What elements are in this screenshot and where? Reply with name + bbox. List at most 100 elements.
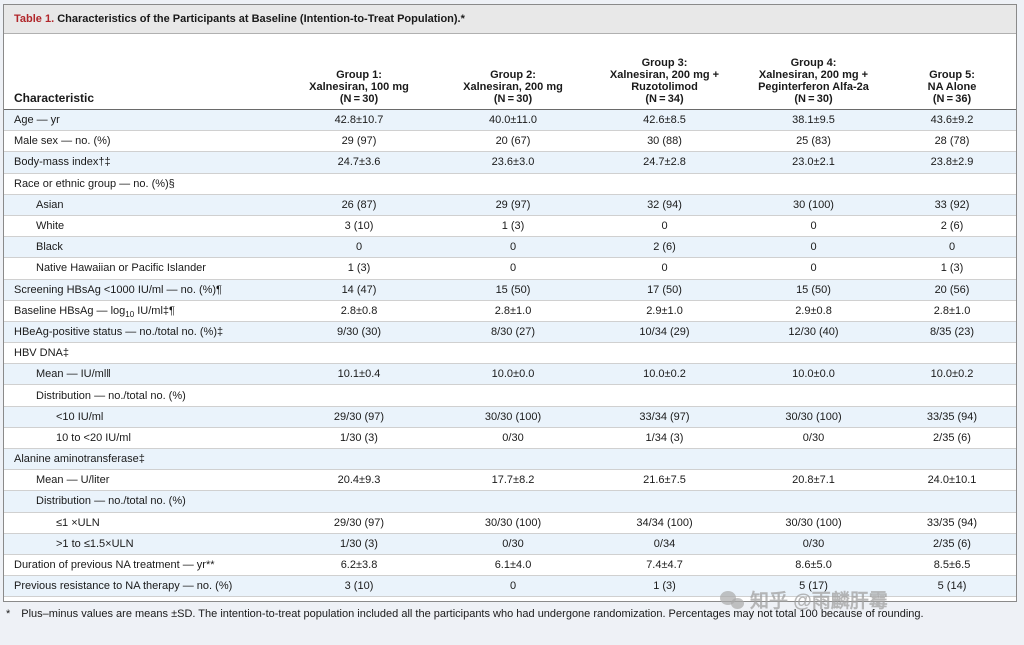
- cell-group-3: [590, 384, 739, 407]
- cell-group-2: 23.6±3.0: [436, 151, 590, 174]
- cell-group-5: 43.6±9.2: [888, 109, 1016, 132]
- cell-group-2: 0: [436, 575, 590, 598]
- group-header-n: (N = 30): [339, 93, 379, 105]
- cell-group-3: [590, 173, 739, 195]
- cell-group-3: 2 (6): [590, 236, 739, 259]
- group-header-n: (N = 34): [645, 93, 684, 105]
- row-label: Native Hawaiian or Pacific Islander: [4, 257, 282, 280]
- cell-group-5: 33/35 (94): [888, 512, 1016, 534]
- table-row: Baseline HBsAg — log10 IU/ml‡¶ 2.8±0.8 2.8…: [4, 300, 1016, 322]
- baseline-table: Table 1. Characteristics of the Particip…: [3, 4, 1017, 602]
- cell-group-3: 42.6±8.5: [590, 109, 739, 132]
- row-label-text: Age — yr: [14, 114, 60, 127]
- group-header-line: Group 4:: [790, 57, 837, 69]
- cell-group-4: 0/30: [739, 427, 888, 450]
- cell-group-2: [436, 490, 590, 513]
- cell-group-4: 2.9±0.8: [739, 300, 888, 322]
- cell-group-1: 3 (10): [282, 215, 436, 238]
- cell-group-5: 0: [888, 236, 1016, 259]
- cell-group-3: 7.4±4.7: [590, 554, 739, 577]
- cell-group-1: 1/30 (3): [282, 533, 436, 555]
- cell-group-1: [282, 384, 436, 407]
- cell-group-5: 5 (14): [888, 575, 1016, 598]
- cell-group-2: 17.7±8.2: [436, 469, 590, 492]
- cell-group-4: 12/30 (40): [739, 321, 888, 344]
- row-label-text: <10 IU/ml: [56, 410, 104, 423]
- cell-group-2: 15 (50): [436, 279, 590, 301]
- cell-group-2: 40.0±11.0: [436, 109, 590, 132]
- cell-group-3: 33/34 (97): [590, 406, 739, 428]
- cell-group-4: 30/30 (100): [739, 512, 888, 534]
- row-label: Black: [4, 236, 282, 259]
- cell-group-2: 0: [436, 236, 590, 259]
- row-label-text: Body-mass index†‡: [14, 156, 111, 169]
- row-label: 10 to <20 IU/ml: [4, 427, 282, 450]
- cell-group-1: 29/30 (97): [282, 512, 436, 534]
- cell-group-5: 2/35 (6): [888, 427, 1016, 450]
- row-label-text: Black: [36, 241, 63, 254]
- cell-group-3: 1/34 (3): [590, 427, 739, 450]
- row-label: Previous resistance to NA therapy — no. …: [4, 575, 282, 598]
- cell-group-2: [436, 384, 590, 407]
- row-label: White: [4, 215, 282, 238]
- row-label-text: >1 to ≤1.5×ULN: [56, 537, 134, 550]
- cell-group-4: 4.8 (3.1–7.2): [739, 596, 888, 601]
- row-label-text: Race or ethnic group — no. (%)§: [14, 177, 175, 190]
- cell-group-1: 1/30 (3): [282, 427, 436, 450]
- cell-group-4: 5 (17): [739, 575, 888, 598]
- cell-group-3: [590, 448, 739, 471]
- table-caption: Table 1. Characteristics of the Particip…: [4, 5, 1016, 34]
- cell-group-3: 0: [590, 257, 739, 280]
- row-label: >1 to ≤1.5×ULN: [4, 533, 282, 555]
- row-label-text: Alanine aminotransferase‡: [14, 453, 145, 466]
- row-label: Screening HBsAg <1000 IU/ml — no. (%)¶: [4, 279, 282, 301]
- cell-group-3: 0: [590, 215, 739, 238]
- group-header-n: (N = 30): [794, 93, 833, 105]
- row-label-text: Mean — U/liter: [36, 474, 110, 487]
- row-label-text: Median transient elastography (range) — …: [14, 601, 248, 602]
- cell-group-5: 33/35 (94): [888, 406, 1016, 428]
- cell-group-2: 30/30 (100): [436, 406, 590, 428]
- cell-group-4: 15 (50): [739, 279, 888, 301]
- cell-group-4: 20.8±7.1: [739, 469, 888, 492]
- row-label: HBV DNA‡: [4, 342, 282, 365]
- table-row: Distribution — no./total no. (%): [4, 384, 1016, 407]
- row-label-text: Mean — IU/ml‖: [36, 368, 111, 381]
- row-label: Alanine aminotransferase‡: [4, 448, 282, 471]
- cell-group-5: 23.8±2.9: [888, 151, 1016, 174]
- cell-group-1: 5.2 (3.3–7.0): [282, 596, 436, 601]
- cell-group-4: [739, 490, 888, 513]
- cell-group-4: 0: [739, 236, 888, 259]
- cell-group-1: 1 (3): [282, 257, 436, 280]
- table-title: Characteristics of the Participants at B…: [57, 13, 465, 25]
- group-header-line: Xalnesiran, 200 mg +: [758, 69, 869, 81]
- group-5-header: Group 5: NA Alone (N = 36): [888, 34, 1016, 110]
- cell-group-1: 29/30 (97): [282, 406, 436, 428]
- row-label: Asian: [4, 194, 282, 216]
- cell-group-3: 17 (50): [590, 279, 739, 301]
- cell-group-1: 6.2±3.8: [282, 554, 436, 577]
- cell-group-1: 3 (10): [282, 575, 436, 598]
- row-label: ≤1 ×ULN: [4, 512, 282, 534]
- cell-group-5: 8.5±6.5: [888, 554, 1016, 577]
- group-header-n: (N = 30): [493, 93, 533, 105]
- row-label-text: Distribution — no./total no. (%): [36, 389, 186, 402]
- row-label: <10 IU/ml: [4, 406, 282, 428]
- cell-group-5: [888, 448, 1016, 471]
- cell-group-1: 24.7±3.6: [282, 151, 436, 174]
- cell-group-2: 4.9 (2.6–7.0): [436, 596, 590, 601]
- row-label-text: Native Hawaiian or Pacific Islander: [36, 262, 206, 275]
- table-number: Table 1.: [14, 13, 55, 25]
- cell-group-2: 8/30 (27): [436, 321, 590, 344]
- cell-group-2: 0: [436, 257, 590, 280]
- cell-group-4: [739, 173, 888, 195]
- cell-group-1: 9/30 (30): [282, 321, 436, 344]
- cell-group-5: 1 (3): [888, 257, 1016, 280]
- wechat-icon: [720, 589, 746, 611]
- group-header-line: Group 3:: [641, 57, 688, 69]
- row-label: Distribution — no./total no. (%): [4, 490, 282, 513]
- cell-group-3: 10.0±0.2: [590, 363, 739, 386]
- cell-group-3: 24.7±2.8: [590, 151, 739, 174]
- cell-group-1: [282, 448, 436, 471]
- table-row: Median transient elastography (range) — …: [4, 596, 1016, 602]
